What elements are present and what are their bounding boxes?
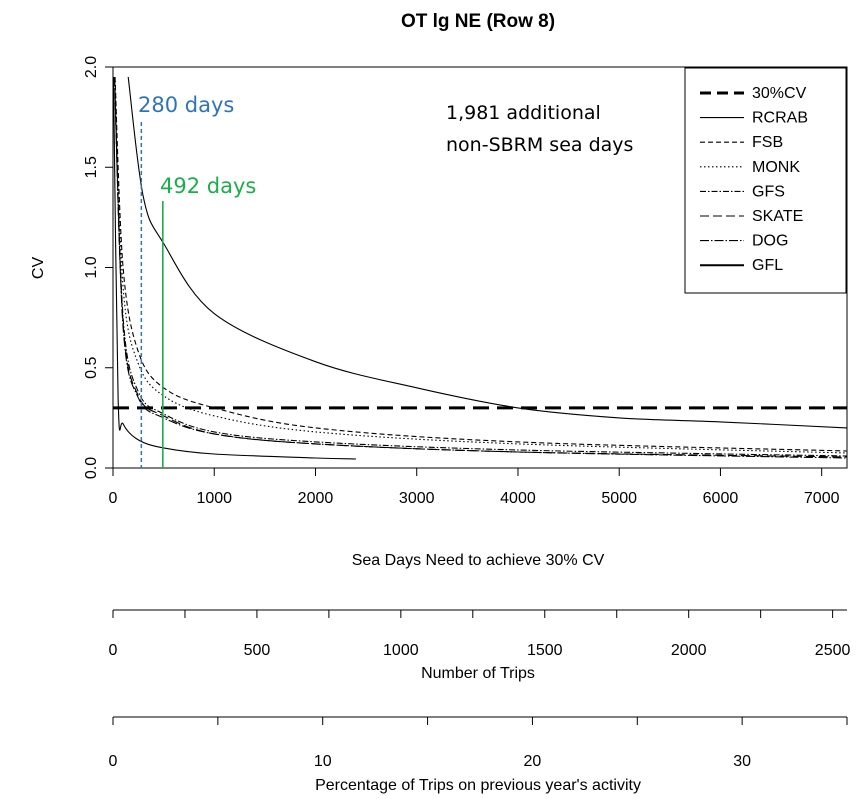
x-tick-label-1: 1000 [196, 490, 232, 507]
x-tick-label-7: 7000 [804, 490, 840, 507]
x-tick-label-3: 3000 [399, 490, 435, 507]
legend-label-rcrab: RCRAB [752, 110, 808, 127]
series-line-gfl [112, 76, 357, 460]
y-tick-label-1: 0.5 [83, 357, 100, 379]
series-line-dog [113, 76, 848, 459]
x-tick-label-4: 4000 [500, 490, 536, 507]
legend-label-monk: MONK [752, 159, 800, 176]
chart-title: OT lg NE (Row 8) [401, 11, 555, 32]
annotations: 280 days 492 days 1,981 additional non-SBRM… [138, 93, 633, 468]
legend-box [684, 67, 847, 294]
x-tick-label-6: 6000 [703, 490, 739, 507]
percentage-tick-label-3: 30 [733, 753, 751, 770]
y-tick-label-2: 1.0 [83, 256, 100, 278]
annotation-additional-sea-days-line-1: 1,981 additional [446, 102, 601, 124]
x-tick-label-2: 2000 [298, 490, 334, 507]
main-axes: 0 1000 2000 3000 4000 5000 6000 7000 0.0 0.5 1.0 1.… [83, 56, 840, 507]
y-axis-label: CV [30, 257, 47, 280]
legend-label-fsb: FSB [752, 134, 783, 151]
trips-tick-label-5: 2500 [815, 642, 851, 659]
series-line-gfs [113, 76, 848, 457]
y-tick-label-3: 1.5 [83, 156, 100, 178]
percentage-tick-label-0: 0 [109, 753, 118, 770]
trips-tick-label-3: 1500 [527, 642, 563, 659]
legend-label-gfl: GFL [752, 257, 783, 274]
series-line-monk [114, 76, 848, 454]
annotation-additional-sea-days-line-2: non-SBRM sea days [446, 134, 633, 156]
trips-axis-label: Number of Trips [421, 665, 535, 682]
annotation-280-days-label: 280 days [138, 93, 234, 117]
trips-tick-label-0: 0 [109, 642, 118, 659]
x-tick-label-5: 5000 [601, 490, 637, 507]
trips-tick-label-2: 1000 [383, 642, 419, 659]
percentage-tick-label-2: 20 [524, 753, 542, 770]
trips-axis: 0 500 1000 1500 2000 2500 [109, 609, 851, 659]
legend: 30%CV RCRAB FSB MONK GFS SKATE DOG GFL [684, 67, 847, 294]
legend-label-gfs: GFS [752, 183, 785, 200]
y-tick-label-4: 2.0 [83, 56, 100, 78]
legend-label-30cv: 30%CV [752, 85, 807, 102]
percentage-axis: 0 10 20 30 [109, 716, 848, 770]
series-line-rcrab [127, 76, 848, 429]
y-tick-label-0: 0.0 [83, 457, 100, 479]
legend-label-skate: SKATE [752, 208, 803, 225]
series-curves [112, 76, 848, 460]
trips-tick-label-4: 2000 [671, 642, 707, 659]
percentage-axis-label: Percentage of Trips on previous year's a… [315, 777, 641, 794]
x-axis-label: Sea Days Need to achieve 30% CV [352, 552, 605, 569]
percentage-tick-label-1: 10 [314, 753, 332, 770]
annotation-492-days-label: 492 days [160, 174, 256, 198]
x-tick-label-0: 0 [109, 490, 118, 507]
legend-label-dog: DOG [752, 233, 788, 250]
trips-tick-label-1: 500 [244, 642, 271, 659]
